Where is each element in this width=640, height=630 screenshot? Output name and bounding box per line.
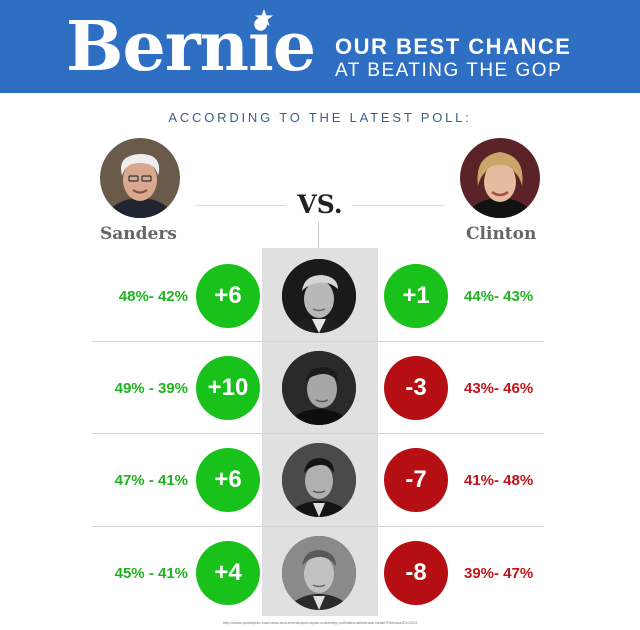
vs-connector	[318, 222, 319, 248]
source-url: http://www.quinnipiac.edu/news-and-event…	[222, 620, 418, 625]
clinton-poll-result: 43%- 46%	[464, 380, 534, 397]
header-banner: Bernie OUR BEST CHANCE AT BEATING THE GO…	[0, 0, 640, 93]
opponent-trump-photo	[282, 259, 356, 333]
opponent-cruz-photo	[282, 351, 356, 425]
vs-label: VS.	[297, 190, 343, 219]
sanders-margin-badge: +10	[196, 356, 260, 420]
matchup-row-trump: 48%- 42% +6 +1 44%- 43%	[92, 250, 544, 342]
clinton-avatar	[460, 138, 540, 218]
row-divider	[92, 341, 544, 342]
clinton-margin-badge: -3	[384, 356, 448, 420]
matchup-row-cruz: 49% - 39% +10 -3 43%- 46%	[92, 342, 544, 434]
matchup-row-rubio: 47% - 41% +6 -7 41%- 48%	[92, 434, 544, 526]
sanders-margin-badge: +6	[196, 264, 260, 328]
sanders-margin-badge: +4	[196, 541, 260, 605]
matchup-row-kasich: 45% - 41% +4 -8 39%- 47%	[92, 527, 544, 619]
sanders-avatar	[100, 138, 180, 218]
sanders-poll-result: 48%- 42%	[118, 288, 188, 305]
sanders-poll-result: 47% - 41%	[114, 472, 188, 489]
clinton-margin-badge: -8	[384, 541, 448, 605]
clinton-margin-badge: +1	[384, 264, 448, 328]
row-divider	[92, 433, 544, 434]
clinton-poll-result: 39%- 47%	[464, 565, 534, 582]
sanders-margin-badge: +6	[196, 448, 260, 512]
poll-subheading: ACCORDING TO THE LATEST POLL:	[168, 110, 472, 125]
clinton-poll-result: 41%- 48%	[464, 472, 534, 489]
bernie-logo: Bernie	[66, 7, 316, 87]
row-divider	[92, 526, 544, 527]
clinton-margin-badge: -7	[384, 448, 448, 512]
sanders-name: Sanders	[100, 224, 177, 244]
star-icon	[255, 9, 273, 27]
sanders-poll-result: 49% - 39%	[114, 380, 188, 397]
opponent-kasich-photo	[282, 536, 356, 610]
clinton-poll-result: 44%- 43%	[464, 288, 534, 305]
opponent-rubio-photo	[282, 443, 356, 517]
tagline-secondary: AT BEATING THE GOP	[335, 60, 563, 81]
clinton-name: Clinton	[466, 224, 537, 244]
tagline-primary: OUR BEST CHANCE	[335, 34, 572, 59]
sanders-poll-result: 45% - 41%	[114, 565, 188, 582]
divider-right	[352, 205, 444, 206]
divider-left	[196, 205, 286, 206]
